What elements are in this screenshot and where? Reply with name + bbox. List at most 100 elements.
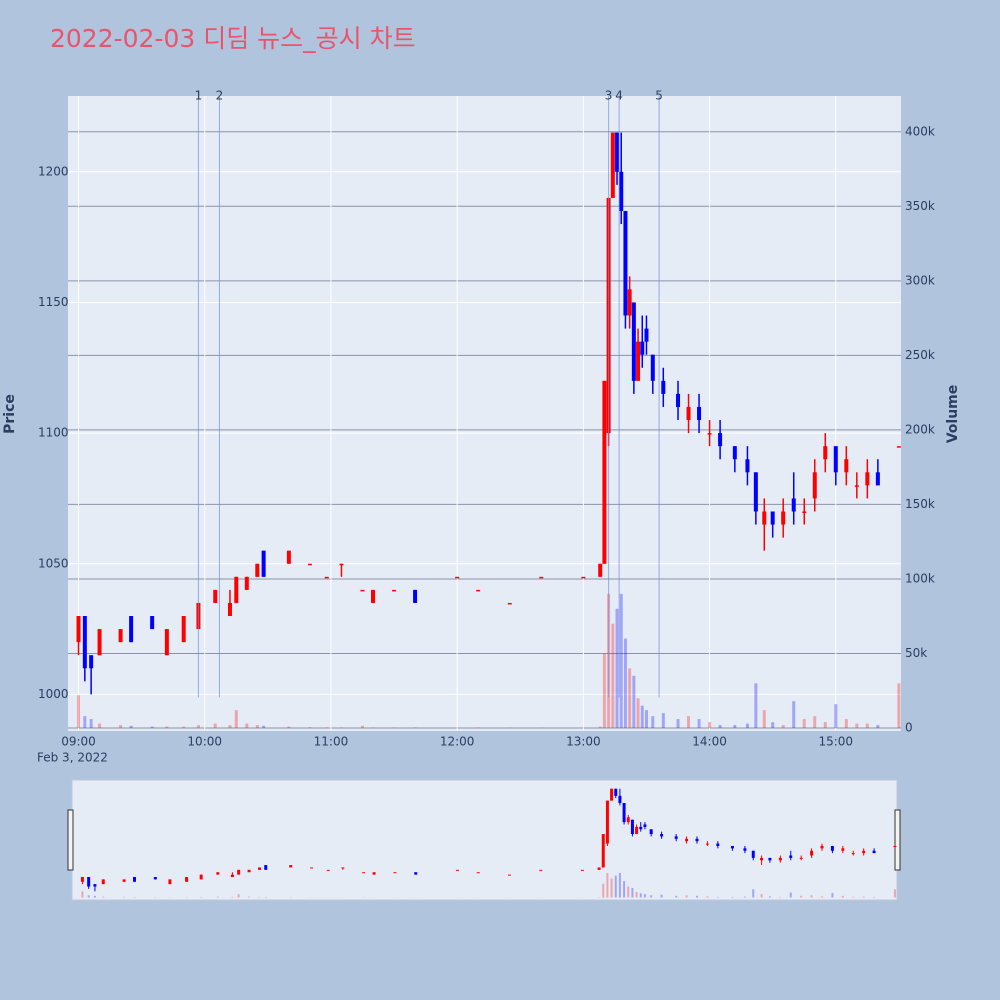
candle-body: [854, 485, 859, 487]
candle-body: [324, 576, 329, 579]
mini-candle-body: [610, 788, 614, 801]
candle-body: [644, 328, 649, 342]
mini-volume-bar: [706, 896, 709, 898]
mini-candle-body: [872, 850, 876, 854]
volume-bar: [255, 725, 259, 729]
candle-body: [227, 602, 232, 617]
mini-candle-body: [168, 879, 172, 885]
y2-axis-label: Volume: [945, 385, 961, 444]
mini-volume-bar: [731, 896, 734, 898]
mini-volume-bar: [102, 896, 105, 898]
candle-body: [76, 616, 81, 643]
volume-bar: [262, 725, 266, 729]
volume-bar: [598, 726, 602, 729]
candle-body: [833, 446, 838, 473]
y2-tick-label: 400k: [905, 124, 935, 138]
mini-candle-body: [539, 869, 543, 871]
volume-bar: [98, 723, 102, 729]
candle-body: [791, 498, 796, 512]
volume-bar: [623, 638, 627, 729]
candle-body: [686, 406, 691, 421]
mini-volume-bar: [643, 894, 646, 898]
mini-candle-body: [643, 824, 647, 827]
candle-body: [371, 589, 376, 603]
candle-body: [627, 289, 632, 316]
y2-tick-label: 50k: [905, 646, 927, 660]
volume-bar: [834, 704, 838, 729]
mini-candle-body: [743, 848, 747, 851]
mini-candle-body: [695, 838, 699, 842]
volume-bar: [651, 716, 655, 729]
mini-candle-body: [237, 869, 241, 875]
mini-volume-bar: [696, 895, 698, 898]
volume-bar: [150, 726, 154, 729]
annotation-label: 4: [615, 89, 623, 103]
y-tick-label: 1100: [38, 426, 69, 440]
mini-candle-body: [716, 843, 720, 846]
range-handle[interactable]: [67, 809, 74, 871]
volume-bar: [129, 725, 133, 729]
mini-candle-body: [622, 803, 626, 823]
candle-body: [631, 302, 636, 381]
mini-volume-bar: [631, 887, 634, 898]
candle-body: [697, 406, 702, 421]
candle-body: [781, 511, 786, 525]
candle-body: [413, 589, 418, 603]
mini-volume-bar: [660, 894, 663, 898]
volume-bar: [632, 675, 636, 729]
candle-body: [636, 341, 641, 381]
annotation-label: 3: [605, 89, 613, 103]
mini-volume-bar: [743, 896, 746, 898]
candle-body: [82, 616, 87, 669]
mini-candle-body: [660, 834, 664, 837]
mini-candle-body: [630, 819, 634, 835]
mini-candle-body: [635, 826, 639, 835]
candle-body: [213, 589, 218, 603]
mini-volume-bar: [623, 881, 626, 898]
volume-bar: [897, 683, 901, 729]
mini-volume-bar: [768, 896, 771, 898]
mini-candle-body: [455, 869, 459, 871]
volume-bar: [771, 722, 775, 729]
mini-volume-bar: [800, 895, 803, 898]
mini-candle-body: [362, 872, 366, 874]
mini-volume-bar: [852, 896, 855, 898]
y2-tick-label: 150k: [905, 497, 935, 511]
mini-candle-body: [893, 845, 897, 847]
volume-bar: [245, 723, 249, 729]
mini-volume-bar: [685, 895, 688, 898]
mini-volume-bar: [200, 896, 203, 898]
mini-candle-body: [414, 872, 418, 875]
mini-candle-body: [810, 850, 814, 856]
mini-candle-body: [760, 857, 764, 861]
mini-volume-bar: [810, 895, 813, 898]
mini-volume-bar: [93, 895, 96, 898]
volume-bar: [697, 719, 701, 729]
mini-candle-body: [185, 876, 189, 882]
range-handle[interactable]: [894, 809, 901, 871]
volume-bar: [83, 716, 87, 729]
mini-volume-bar: [752, 889, 755, 898]
y2-tick-label: 100k: [905, 571, 935, 585]
mini-volume-bar: [760, 894, 763, 898]
mini-volume-bar: [639, 893, 642, 898]
volume-bar: [733, 725, 737, 729]
x-tick-label: 13:00: [566, 735, 601, 749]
candle-body: [623, 210, 628, 316]
volume-bar: [855, 723, 859, 729]
candle-body: [732, 446, 737, 460]
candle-body: [97, 629, 102, 656]
mini-volume-bar: [602, 883, 605, 898]
mini-candle-body: [601, 834, 605, 868]
candle-body: [150, 616, 155, 630]
mini-volume-bar: [789, 892, 792, 898]
mini-volume-bar: [237, 894, 240, 898]
candle-body: [307, 563, 312, 566]
candle-body: [619, 171, 624, 211]
mini-candle-body: [799, 857, 803, 859]
mini-candle-body: [133, 876, 136, 882]
volume-bar: [196, 725, 200, 729]
mini-candle-body: [341, 867, 345, 869]
mini-candle-body: [639, 826, 643, 830]
mini-candle-body: [730, 845, 734, 849]
